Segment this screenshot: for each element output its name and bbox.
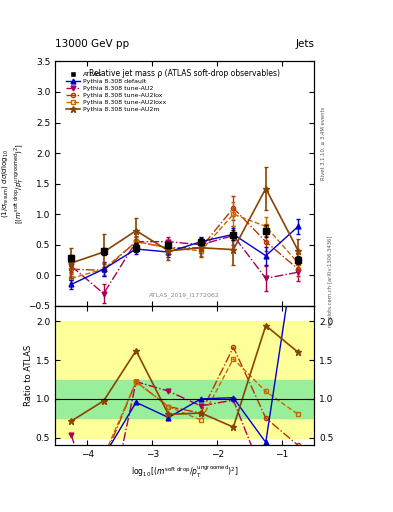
Text: ATLAS_2019_I1772062: ATLAS_2019_I1772062 (149, 293, 220, 298)
Text: Relative jet mass ρ (ATLAS soft-drop observables): Relative jet mass ρ (ATLAS soft-drop obs… (89, 69, 280, 78)
Text: 13000 GeV pp: 13000 GeV pp (55, 38, 129, 49)
X-axis label: $\log_{10}[(m^{\rm soft\ drop}/p_T^{\rm ungroomed})^2]$: $\log_{10}[(m^{\rm soft\ drop}/p_T^{\rm … (131, 463, 239, 480)
Bar (55, 379, 314, 418)
Text: mcplots.cern.ch [arXiv:1306.3436]: mcplots.cern.ch [arXiv:1306.3436] (328, 236, 333, 327)
Y-axis label: $(1/\sigma_{\rm resum})$ $d\sigma/d\log_{10}$
$[(m^{\rm soft\ drop}/p_T^{\rm ung: $(1/\sigma_{\rm resum})$ $d\sigma/d\log_… (0, 143, 26, 224)
Legend: ATLAS, Pythia 8.308 default, Pythia 8.308 tune-AU2, Pythia 8.308 tune-AU2lox, Py: ATLAS, Pythia 8.308 default, Pythia 8.30… (63, 70, 169, 115)
Y-axis label: Ratio to ATLAS: Ratio to ATLAS (24, 345, 33, 406)
Bar (55, 322, 314, 438)
Text: Jets: Jets (296, 38, 314, 49)
Text: Rivet 3.1.10, ≥ 3.4M events: Rivet 3.1.10, ≥ 3.4M events (320, 106, 325, 180)
